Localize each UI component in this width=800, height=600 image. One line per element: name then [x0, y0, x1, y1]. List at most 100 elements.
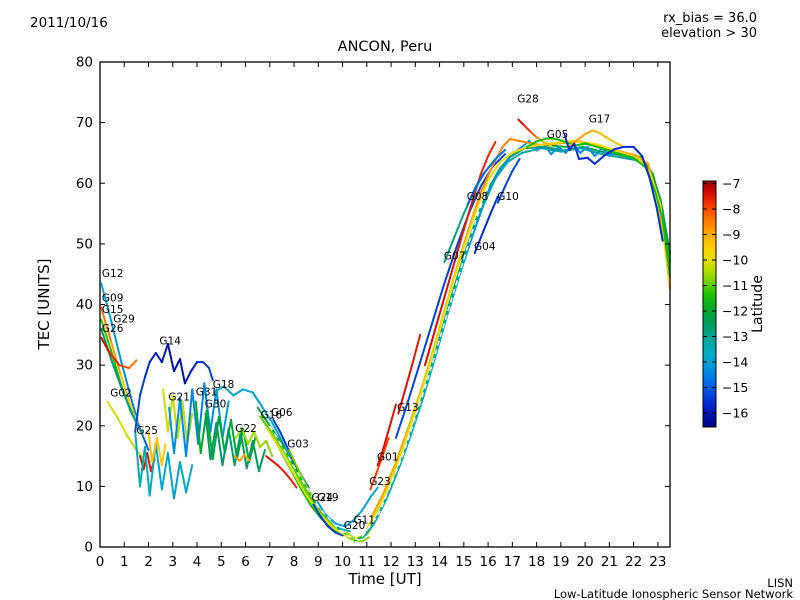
elevation-label: elevation > 30: [661, 26, 757, 41]
trace-scint-orange-b: [233, 453, 251, 462]
trace-G09: [100, 306, 139, 424]
x-tick-label: 17: [504, 554, 521, 570]
colorbar-tick-label: −16: [722, 405, 748, 420]
trace-rise-orange: [370, 138, 671, 518]
x-tick-label: 7: [265, 554, 274, 570]
satellite-label-G30: G30: [205, 399, 227, 411]
satellite-label-G29: G29: [113, 314, 135, 326]
rx-bias-label: rx_bias = 36.0: [663, 11, 757, 26]
satellite-label-G28: G28: [517, 94, 539, 106]
satellite-label-G05: G05: [547, 129, 569, 141]
trace-G04: [473, 195, 499, 254]
trace-G30: [204, 412, 266, 473]
date-label: 2011/10/16: [30, 15, 108, 31]
colorbar-tick-label: −12: [722, 304, 748, 319]
x-tick-label: 5: [217, 554, 226, 570]
satellite-label-G22: G22: [235, 423, 256, 435]
satellite-label-G11: G11: [354, 514, 376, 526]
x-tick-label: 19: [552, 554, 569, 570]
trace-rise-red: [424, 141, 497, 367]
satellite-label-G02: G02: [110, 388, 132, 400]
y-axis-label: TEC [UNITS]: [35, 259, 53, 351]
x-axis-label: Time [UT]: [347, 570, 421, 588]
trace-G05: [525, 137, 671, 279]
x-tick-label: 4: [193, 554, 202, 570]
trace-G29: [100, 327, 144, 436]
colorbar-label: Latitude: [750, 275, 766, 333]
trace-G01: [376, 403, 397, 467]
satellite-label-G24: G24: [312, 492, 334, 504]
x-tick-label: 0: [96, 554, 105, 570]
trace-G19: [316, 486, 379, 528]
trace-G11: [353, 145, 671, 542]
trace-plateau-blue: [563, 133, 664, 242]
satellite-label-G26: G26: [102, 323, 124, 335]
satellite-label-G15: G15: [102, 304, 124, 316]
satellite-label-G21: G21: [168, 391, 190, 403]
satellite-label-G09: G09: [102, 293, 124, 305]
colorbar-tick-label: −10: [722, 253, 748, 268]
plot-title: ANCON, Peru: [338, 39, 433, 55]
trace-rise-teal: [362, 147, 650, 539]
trace-rise-yellow: [365, 139, 671, 530]
x-tick-label: 20: [577, 554, 594, 570]
y-tick-label: 30: [76, 358, 93, 374]
satellite-label-G10: G10: [497, 191, 519, 203]
y-tick-label: 70: [76, 115, 93, 131]
trace-G26: [100, 336, 138, 370]
trace-G25: [134, 430, 194, 500]
colorbar-tick-label: −11: [722, 278, 748, 293]
x-tick-label: 1: [120, 554, 129, 570]
satellite-label-G19: G19: [317, 492, 339, 504]
satellite-label-G03: G03: [287, 439, 309, 451]
x-tick-label: 2: [144, 554, 153, 570]
satellite-label-G14: G14: [159, 336, 181, 348]
trace-G24: [312, 503, 344, 537]
satellite-label-G13: G13: [397, 402, 419, 414]
satellite-label-G04: G04: [474, 241, 496, 253]
satellite-label-G16: G16: [261, 410, 283, 422]
x-tick-label: 8: [290, 554, 299, 570]
colorbar-tick-label: −7: [722, 176, 740, 191]
x-tick-label: 21: [601, 554, 618, 570]
x-tick-label: 9: [314, 554, 323, 570]
x-tick-label: 22: [625, 554, 642, 570]
satellite-label-G07: G07: [444, 251, 466, 263]
satellite-label-G17: G17: [589, 114, 611, 126]
colorbar-tick-label: −14: [722, 354, 748, 369]
trace-model-line: [269, 173, 494, 542]
x-tick-label: 10: [334, 554, 351, 570]
satellite-label-G12: G12: [102, 268, 124, 280]
y-tick-label: 50: [76, 236, 93, 252]
trace-G13: [397, 333, 422, 415]
y-tick-label: 80: [76, 55, 93, 71]
satellite-label-G01: G01: [377, 451, 399, 463]
trace-G23: [369, 436, 390, 491]
x-tick-label: 12: [382, 554, 399, 570]
x-tick-label: 15: [455, 554, 472, 570]
colorbar-tick-label: −8: [722, 202, 740, 217]
trace-G02: [106, 400, 145, 461]
satellite-label-G20: G20: [344, 520, 366, 532]
trace-G10: [496, 158, 521, 204]
x-tick-label: 23: [649, 554, 666, 570]
y-tick-label: 10: [76, 479, 93, 495]
footer-lisn: LISN: [767, 576, 793, 590]
colorbar-tick-label: −9: [722, 227, 740, 242]
colorbar-tick-label: −13: [722, 329, 748, 344]
satellite-label-G08: G08: [467, 191, 489, 203]
x-tick-label: 6: [241, 554, 250, 570]
trace-G22: [234, 427, 274, 458]
trace-scint-orange-a: [147, 430, 167, 467]
y-tick-label: 20: [76, 418, 93, 434]
satellite-label-G18: G18: [213, 379, 235, 391]
satellite-label-G25: G25: [136, 425, 158, 437]
satellite-label-G23: G23: [369, 476, 391, 488]
x-tick-label: 11: [358, 554, 375, 570]
trace-scint-red-b: [265, 455, 298, 489]
trace-G08: [466, 148, 507, 206]
colorbar-gradient: [702, 180, 717, 428]
y-tick-label: 60: [76, 176, 93, 192]
trace-G17: [569, 129, 623, 147]
x-tick-label: 18: [528, 554, 545, 570]
